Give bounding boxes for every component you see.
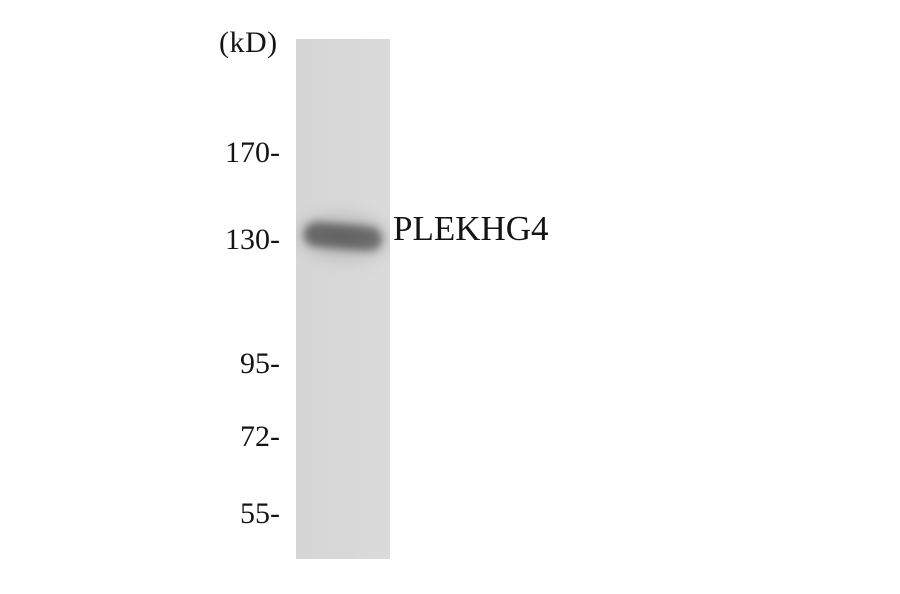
molecular-weight-unit-label: (kD) bbox=[219, 26, 278, 59]
mw-marker-95: 95- bbox=[240, 347, 280, 380]
mw-marker-130: 130- bbox=[225, 223, 280, 256]
gel-lane bbox=[296, 39, 390, 559]
mw-marker-170: 170- bbox=[225, 136, 280, 169]
mw-marker-72: 72- bbox=[240, 420, 280, 453]
protein-band-label: PLEKHG4 bbox=[393, 209, 549, 248]
mw-marker-55: 55- bbox=[240, 497, 280, 530]
